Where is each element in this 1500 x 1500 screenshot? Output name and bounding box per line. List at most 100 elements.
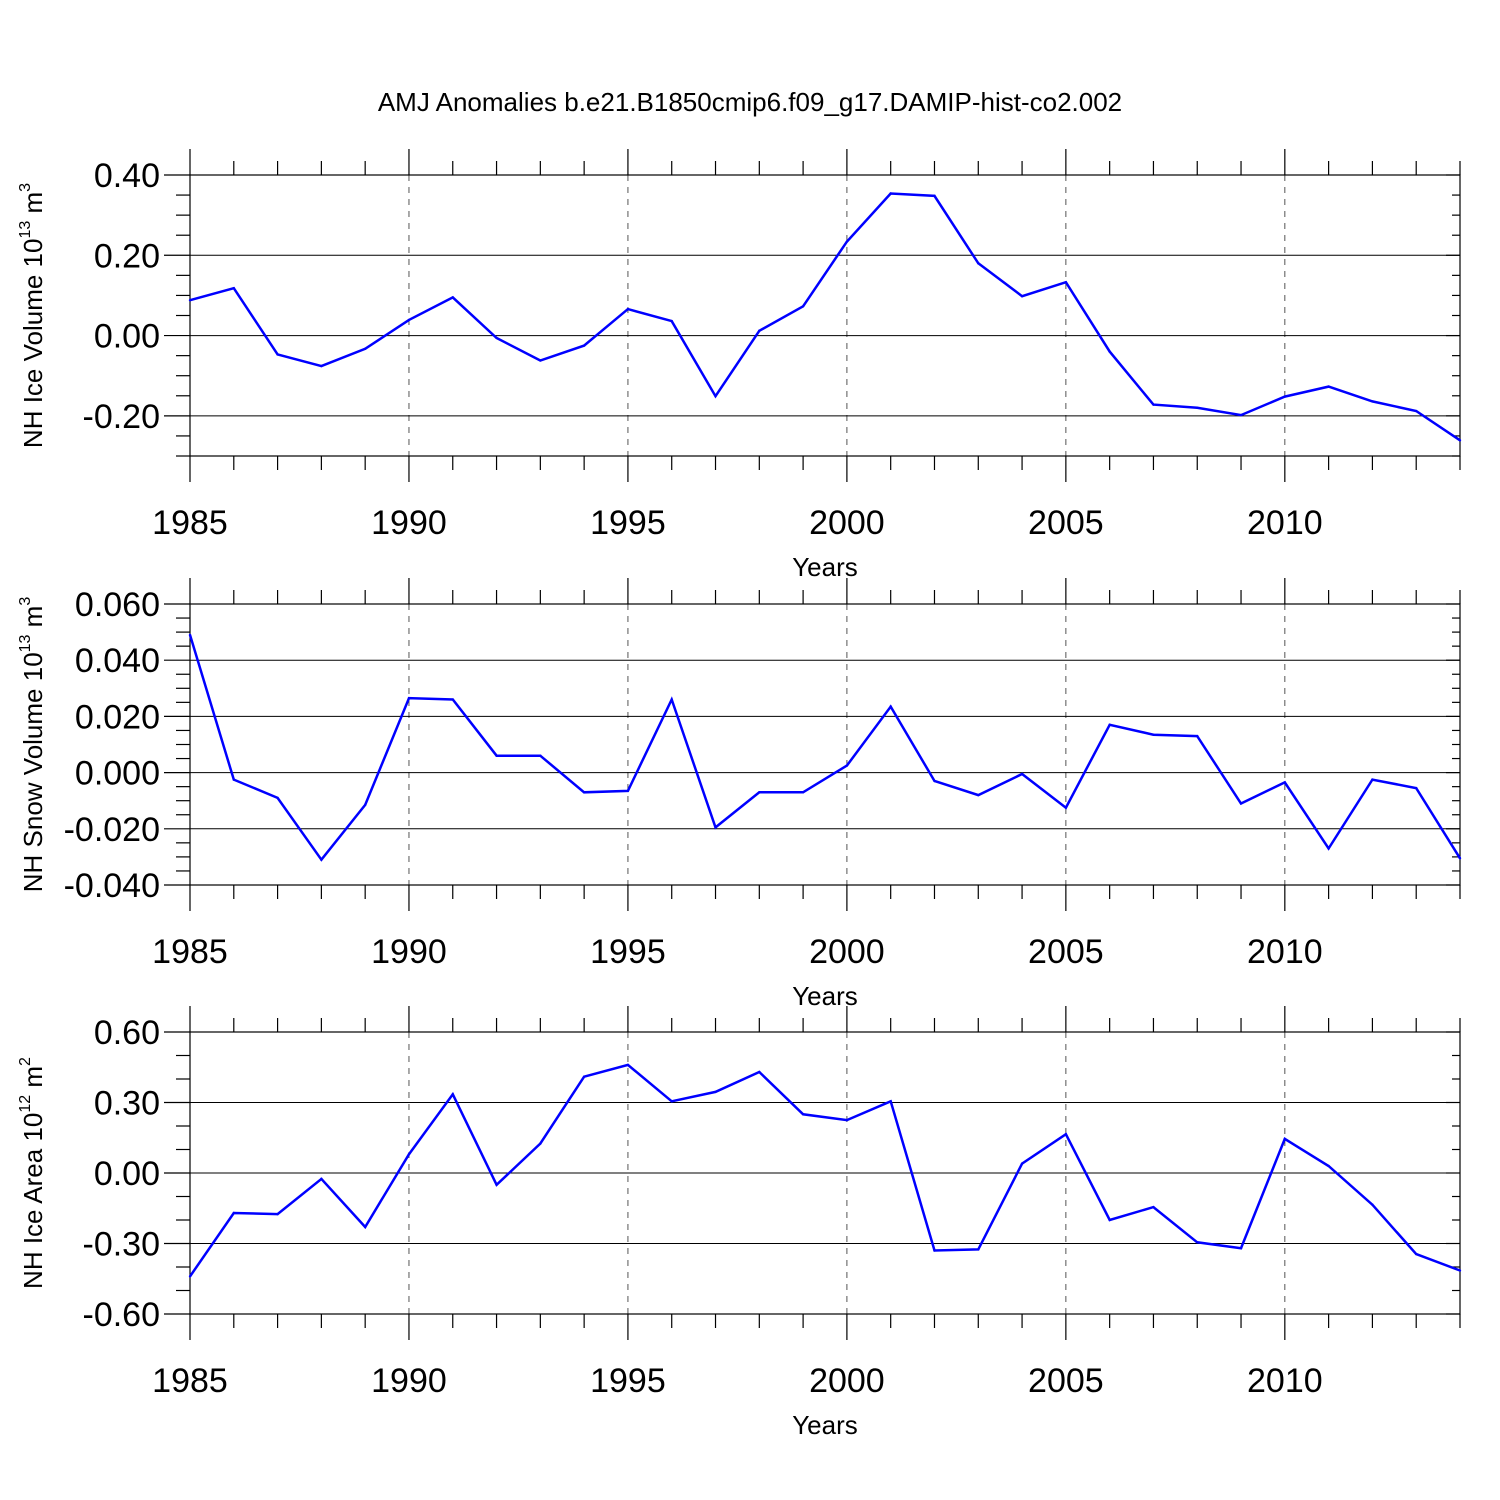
y-axis-label-superscript: 3	[17, 183, 34, 192]
data-point	[451, 1093, 454, 1096]
data-point	[845, 1118, 849, 1122]
y-tick-label: 0.30	[94, 1085, 160, 1123]
data-point	[977, 1248, 980, 1251]
y-axis-label-superscript: 3	[17, 597, 34, 606]
y-axis-label-text: m	[18, 1066, 48, 1095]
data-point	[232, 287, 235, 290]
data-point	[714, 394, 717, 398]
data-point	[1283, 395, 1287, 398]
main-title: AMJ Anomalies b.e21.B1850cmip6.f09_g17.D…	[378, 87, 1122, 117]
data-point	[1152, 1205, 1155, 1209]
y-tick-label: 0.060	[75, 586, 160, 624]
data-point	[1415, 409, 1418, 413]
data-point	[1283, 1137, 1287, 1141]
data-point	[276, 796, 279, 800]
data-point	[626, 1063, 630, 1067]
data-point	[1108, 723, 1111, 727]
x-tick-label: 1995	[590, 504, 666, 542]
x-tick-label: 1985	[152, 1362, 228, 1400]
y-tick-label: 0.00	[94, 1155, 160, 1193]
x-tick-label: 1995	[590, 1362, 666, 1400]
data-point	[320, 1177, 323, 1181]
x-tick-label: 1985	[152, 933, 228, 971]
data-point	[1020, 772, 1024, 776]
x-tick-label: 2010	[1247, 504, 1323, 542]
data-point	[1371, 1203, 1374, 1206]
data-point	[1064, 806, 1068, 809]
data-point	[977, 262, 980, 265]
y-tick-label: -0.040	[64, 867, 160, 905]
data-point	[232, 1211, 235, 1215]
data-point	[363, 347, 367, 351]
data-point	[889, 1100, 892, 1103]
x-tick-label: 1990	[371, 1362, 447, 1400]
data-point	[495, 754, 498, 757]
data-point	[626, 307, 630, 311]
y-axis-label-superscript: 2	[17, 1057, 34, 1066]
y-tick-label: 0.00	[94, 318, 160, 356]
data-point	[758, 1070, 761, 1074]
y-tick-label: -0.30	[83, 1226, 161, 1264]
x-tick-label: 2010	[1247, 1362, 1323, 1400]
x-tick-label: 2000	[809, 1362, 885, 1400]
y-axis-label-text: m	[18, 606, 48, 635]
data-point	[407, 1153, 411, 1156]
data-point	[407, 696, 411, 700]
x-tick-label: 2005	[1028, 504, 1104, 542]
y-tick-label: 0.020	[75, 698, 160, 736]
data-point	[933, 194, 936, 198]
data-point	[1327, 847, 1330, 850]
data-point	[1327, 385, 1330, 388]
x-tick-label: 2005	[1028, 933, 1104, 971]
data-point	[1371, 778, 1374, 781]
y-axis-label-text: NH Ice Area 10	[18, 1113, 48, 1289]
data-point	[451, 698, 454, 701]
series-line	[188, 1063, 1461, 1278]
data-point	[1239, 802, 1243, 805]
data-point	[1196, 406, 1199, 410]
data-point	[889, 705, 892, 708]
data-point	[1108, 350, 1111, 353]
x-tick-label: 1990	[371, 504, 447, 542]
data-point	[232, 778, 235, 781]
data-point	[933, 1249, 936, 1252]
data-point	[1020, 295, 1024, 298]
data-point	[539, 1142, 542, 1145]
data-point	[1152, 403, 1155, 406]
data-point	[363, 803, 367, 807]
data-point	[1458, 857, 1462, 860]
data-point	[801, 305, 805, 308]
data-point	[714, 826, 717, 829]
data-point	[1196, 1241, 1199, 1244]
data-point	[758, 791, 761, 794]
data-point	[451, 296, 454, 299]
y-tick-label: -0.60	[83, 1296, 161, 1334]
data-point	[582, 344, 586, 347]
y-axis-label-superscript: 12	[17, 1095, 34, 1113]
data-point	[670, 1100, 673, 1103]
panels-group: -0.20 0.00 0.20 0.40 1985 1990 1995 2000 2005 201…	[17, 149, 1462, 1440]
data-point	[276, 1212, 279, 1216]
y-tick-label: -0.20	[83, 398, 161, 436]
data-point	[1327, 1164, 1330, 1168]
data-point	[845, 764, 849, 767]
y-axis-label-superscript: 13	[17, 221, 34, 239]
data-point	[845, 240, 849, 243]
y-tick-label: 0.60	[94, 1014, 160, 1052]
data-point	[1415, 786, 1418, 790]
panel-3: -0.60 -0.30 0.00 0.30 0.60 1985 1990 1995 2000 20…	[17, 1006, 1462, 1440]
x-tick-label: 2000	[809, 933, 885, 971]
x-tick-label: 1995	[590, 933, 666, 971]
data-point	[1371, 400, 1374, 403]
data-point	[801, 791, 805, 794]
y-axis-label: NH Ice Volume 1013 m3	[17, 183, 48, 448]
data-point	[320, 858, 323, 861]
data-point	[188, 1275, 192, 1278]
data-point	[626, 789, 630, 793]
panel-1: -0.20 0.00 0.20 0.40 1985 1990 1995 2000 2005 201…	[17, 149, 1462, 582]
series-line	[189, 192, 1461, 442]
y-tick-label: 0.40	[94, 157, 160, 195]
data-point	[1108, 1218, 1111, 1222]
x-tick-label: 1990	[371, 933, 447, 971]
